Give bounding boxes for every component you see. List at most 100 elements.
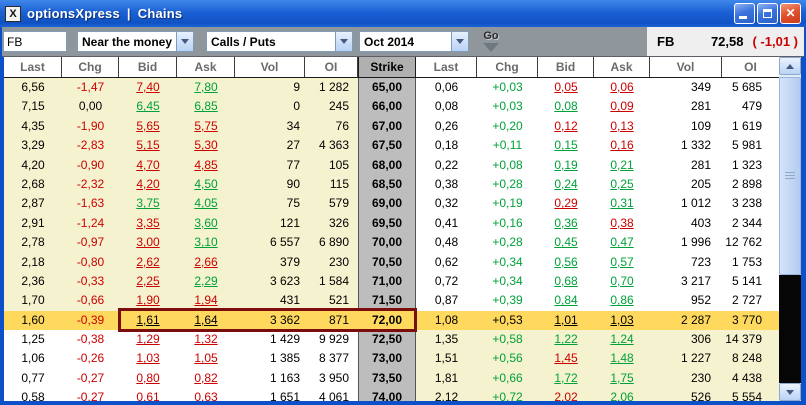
go-button[interactable]: Go [483,31,499,52]
put-bid-link[interactable]: 2,02 [538,388,594,401]
put-ask-link[interactable]: 0,25 [594,174,650,195]
put-bid-link[interactable]: 0,19 [538,155,594,175]
put-bid-link[interactable]: 1,45 [538,349,594,369]
scrollbar-thumb[interactable] [779,77,801,275]
put-ask-link[interactable]: 1,03 [594,310,650,331]
call-ask-link[interactable]: 7,80 [177,78,235,98]
call-bid-link[interactable]: 1,29 [119,330,177,350]
call-ask-link[interactable]: 0,82 [177,368,235,389]
call-bid-link[interactable]: 3,75 [119,194,177,214]
call-ask-link[interactable]: 5,30 [177,136,235,156]
put-ask-link[interactable]: 1,24 [594,330,650,350]
put-ask-link[interactable]: 0,21 [594,155,650,175]
call-ask-link[interactable]: 6,85 [177,97,235,117]
put-ask-link[interactable]: 1,48 [594,349,650,369]
call-bid-link[interactable]: 7,40 [119,78,177,98]
put-ask-link[interactable]: 0,70 [594,271,650,292]
call-bid-link[interactable]: 6,45 [119,97,177,117]
call-ask-link[interactable]: 2,29 [177,271,235,292]
header-call-last[interactable]: Last [4,57,62,77]
call-ask-link[interactable]: 1,64 [177,310,235,331]
header-put-oi[interactable]: OI [744,60,757,74]
put-bid-link[interactable]: 0,68 [538,271,594,292]
put-bid-link[interactable]: 0,24 [538,174,594,195]
call-ask-link[interactable]: 1,32 [177,330,235,350]
put-ask-link[interactable]: 1,75 [594,368,650,389]
put-bid-link[interactable]: 0,56 [538,252,594,272]
scrollbar-track-lower[interactable] [779,275,801,383]
put-bid-link[interactable]: 0,84 [538,291,594,311]
call-bid-link[interactable]: 4,20 [119,174,177,195]
call-ask-link[interactable]: 4,05 [177,194,235,214]
put-ask-link[interactable]: 0,13 [594,116,650,137]
scrollbar-track[interactable] [779,75,801,77]
call-bid-link[interactable]: 5,65 [119,116,177,137]
put-ask-link[interactable]: 0,09 [594,97,650,117]
put-ask-link[interactable]: 0,31 [594,194,650,214]
expiry-select-arrow[interactable] [451,32,468,51]
call-bid-link[interactable]: 2,62 [119,252,177,272]
put-bid-link[interactable]: 0,29 [538,194,594,214]
scroll-up-button[interactable] [779,57,801,75]
minimize-button[interactable] [734,3,755,24]
put-ask-link[interactable]: 0,57 [594,252,650,272]
header-put-last[interactable]: Last [416,57,477,77]
put-ask-link[interactable]: 0,38 [594,213,650,234]
call-vol-cell: 75 [235,194,305,214]
header-call-bid[interactable]: Bid [119,57,177,77]
header-put-bid[interactable]: Bid [538,57,594,77]
put-bid-link[interactable]: 0,15 [538,136,594,156]
call-bid-link[interactable]: 0,80 [119,368,177,389]
range-select-arrow[interactable] [176,32,193,51]
header-call-ask[interactable]: Ask [177,57,235,77]
put-ask-link[interactable]: 0,86 [594,291,650,311]
call-ask-link[interactable]: 4,50 [177,174,235,195]
header-call-oi[interactable]: OI [305,57,358,77]
call-bid-link[interactable]: 3,35 [119,213,177,234]
call-ask-link[interactable]: 3,10 [177,233,235,253]
put-bid-link[interactable]: 1,22 [538,330,594,350]
type-select-arrow[interactable] [335,32,352,51]
put-bid-link[interactable]: 1,72 [538,368,594,389]
put-ask-link[interactable]: 0,47 [594,233,650,253]
header-put-ask[interactable]: Ask [594,57,650,77]
put-bid-link[interactable]: 0,05 [538,78,594,98]
close-button[interactable]: ✕ [780,3,801,24]
scroll-down-button[interactable] [779,383,801,401]
put-bid-link[interactable]: 0,45 [538,233,594,253]
call-bid-link[interactable]: 5,15 [119,136,177,156]
range-select[interactable]: Near the money [77,31,194,52]
chain-row: 4,35 -1,90 5,65 5,75 34 76 67,00 0,26 +0,20 0,12 0… [4,116,779,137]
call-ask-link[interactable]: 5,75 [177,116,235,137]
call-ask-link[interactable]: 0,63 [177,388,235,401]
call-bid-link[interactable]: 1,90 [119,291,177,311]
put-bid-link[interactable]: 0,08 [538,97,594,117]
put-ask-link[interactable]: 0,16 [594,136,650,156]
call-bid-link[interactable]: 0,61 [119,388,177,401]
call-ask-link[interactable]: 2,66 [177,252,235,272]
call-bid-link[interactable]: 1,61 [119,310,177,331]
call-ask-link[interactable]: 3,60 [177,213,235,234]
maximize-button[interactable] [757,3,778,24]
put-bid-link[interactable]: 0,12 [538,116,594,137]
header-call-chg[interactable]: Chg [62,57,119,77]
put-ask-link[interactable]: 0,06 [594,78,650,98]
call-bid-link[interactable]: 4,70 [119,155,177,175]
call-bid-link[interactable]: 1,03 [119,349,177,369]
put-bid-link[interactable]: 0,36 [538,213,594,234]
header-strike[interactable]: Strike [358,57,416,77]
expiry-select[interactable]: Oct 2014 [359,31,469,52]
header-put-chg[interactable]: Chg [477,57,538,77]
call-ask-link[interactable]: 4,85 [177,155,235,175]
call-last-cell: 0,58 [4,388,62,401]
call-ask-link[interactable]: 1,94 [177,291,235,311]
put-ask-link[interactable]: 2,06 [594,388,650,401]
call-bid-link[interactable]: 2,25 [119,271,177,292]
call-bid-link[interactable]: 3,00 [119,233,177,253]
header-put-vol[interactable]: Vol [650,57,722,77]
put-bid-link[interactable]: 1,01 [538,310,594,331]
symbol-input[interactable] [3,31,67,52]
call-ask-link[interactable]: 1,05 [177,349,235,369]
header-call-vol[interactable]: Vol [235,57,305,77]
type-select[interactable]: Calls / Puts [206,31,353,52]
